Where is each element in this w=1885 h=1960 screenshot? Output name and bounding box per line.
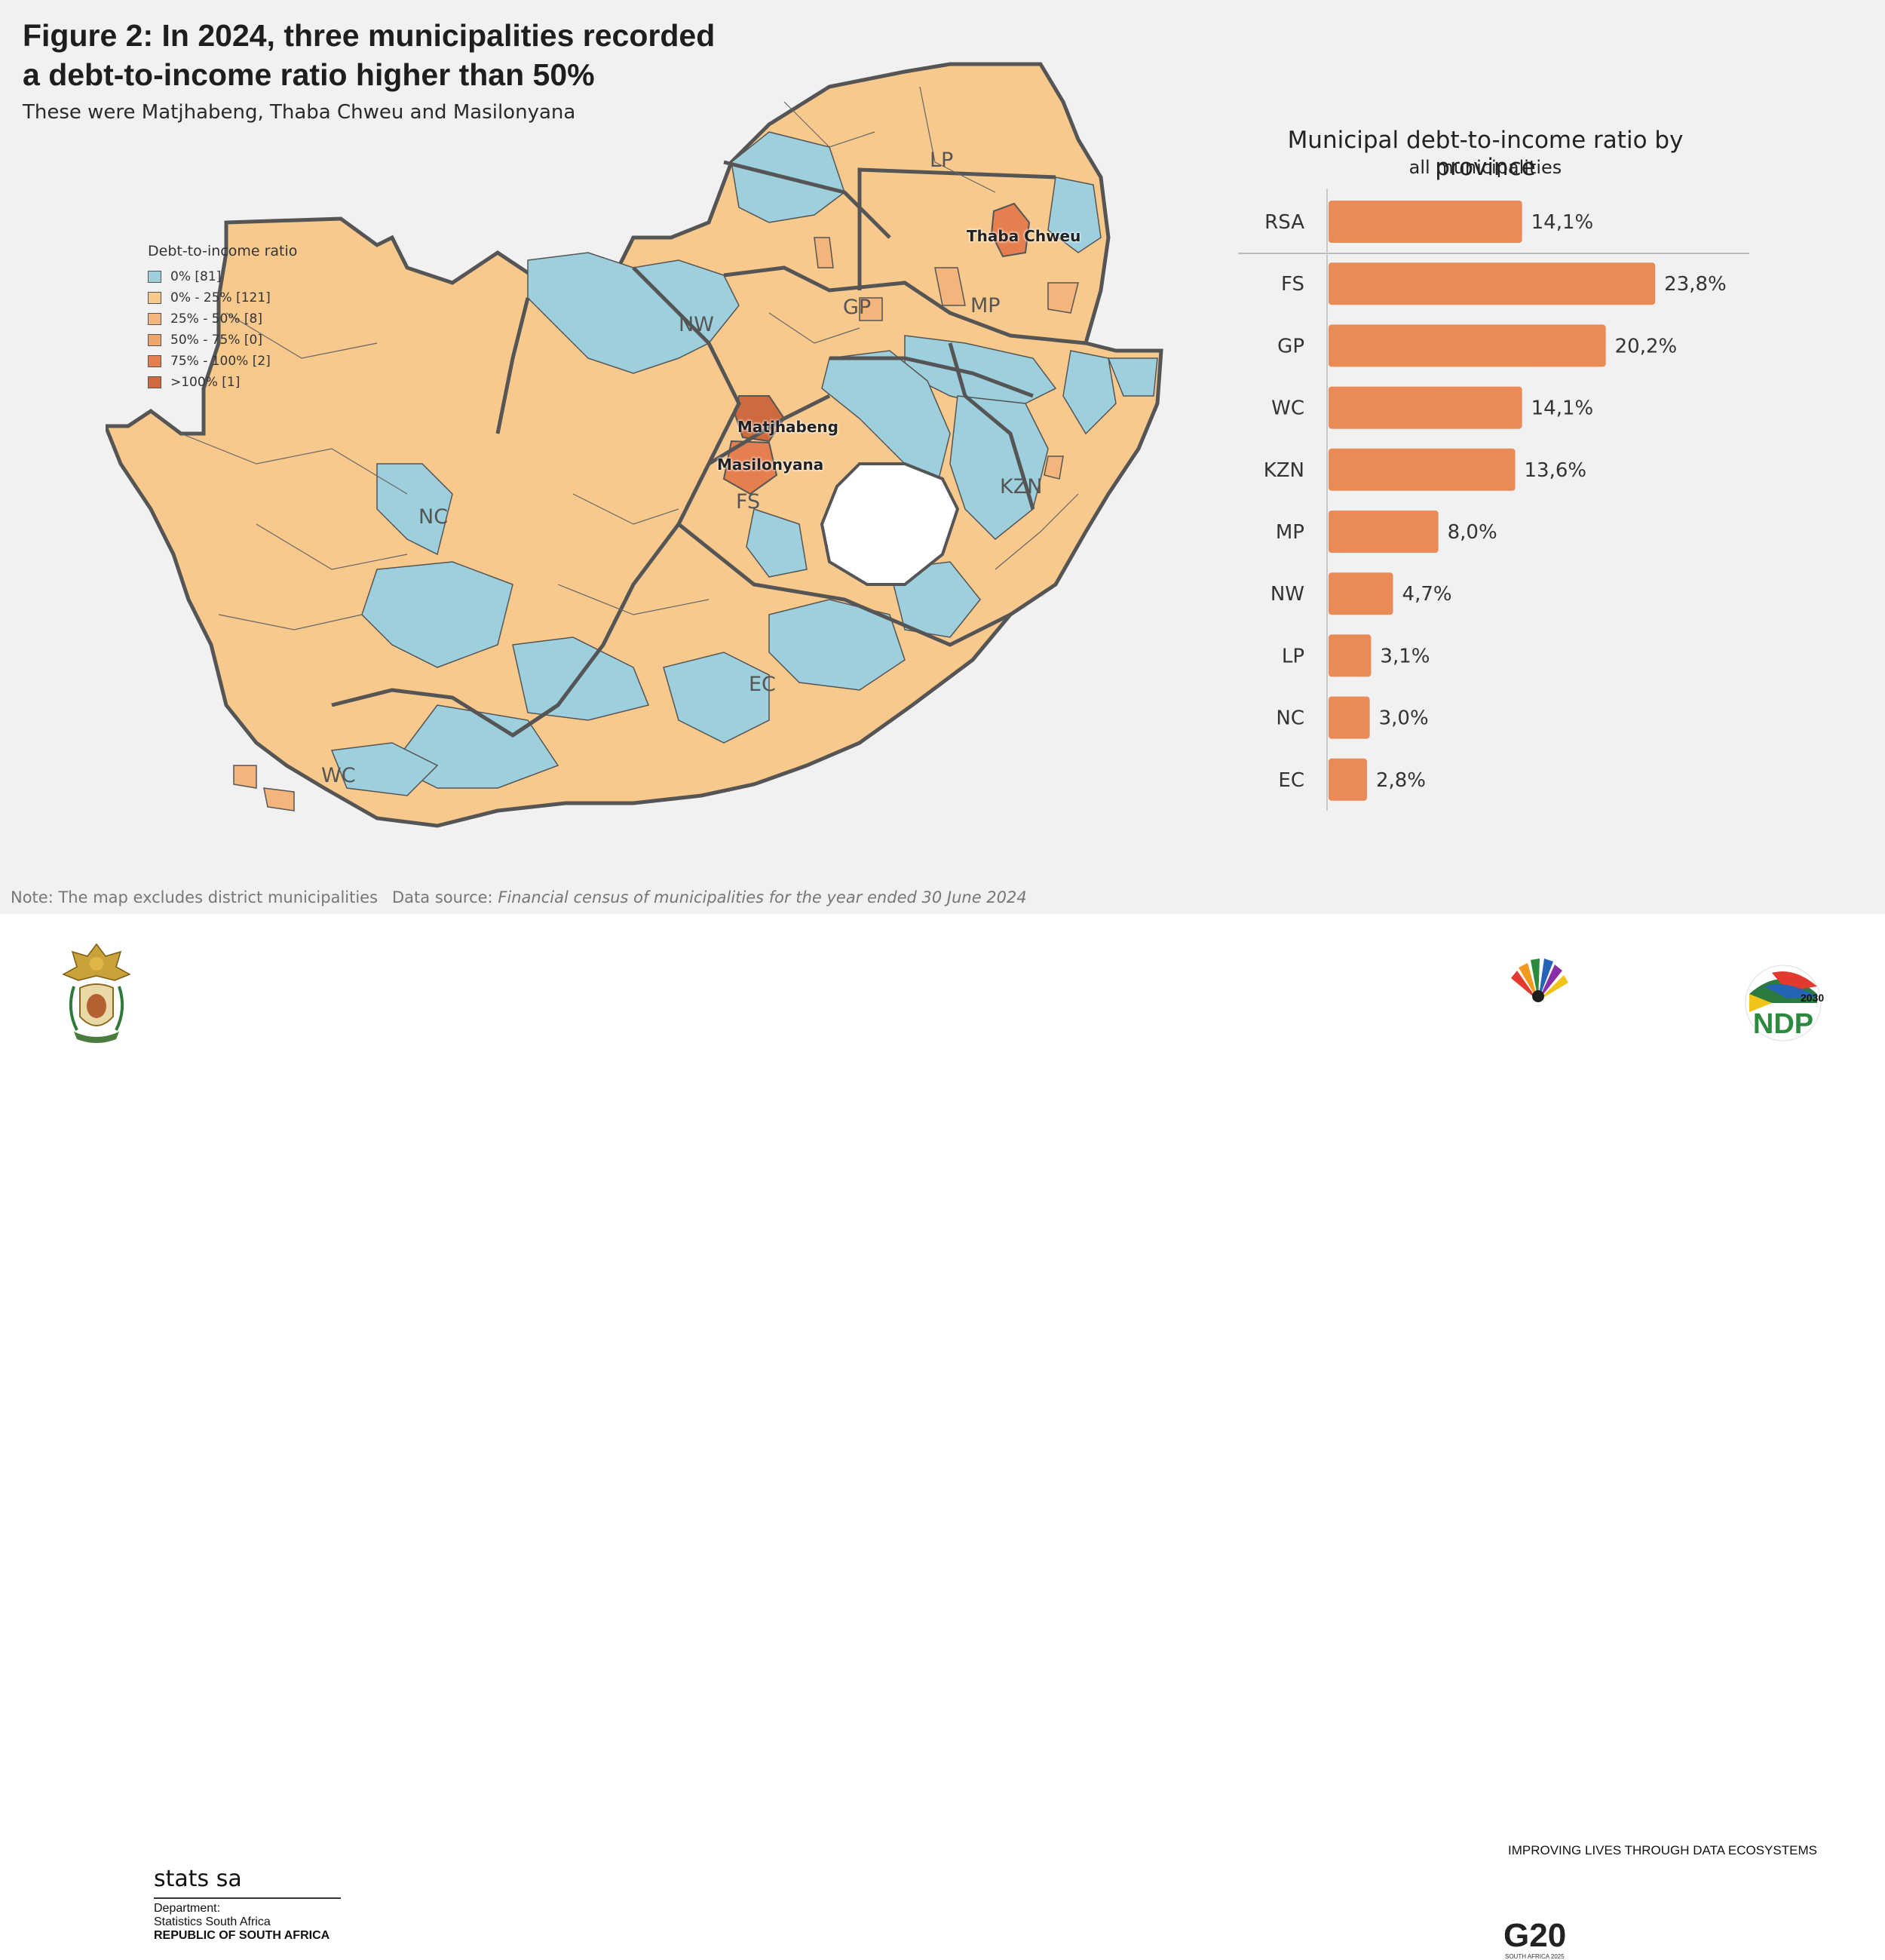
dept-label: Department: bbox=[154, 1902, 221, 1915]
map-label-fs: FS bbox=[736, 490, 761, 514]
brand-divider bbox=[154, 1897, 341, 1899]
ndp-logo: 2030 NDP bbox=[1745, 965, 1824, 1041]
label-masilonyana: Masilonyana bbox=[717, 455, 824, 474]
legend-item: 25% - 50% [8] bbox=[148, 308, 297, 330]
legend-item: 50% - 75% [0] bbox=[148, 330, 297, 351]
map-label-kzn: KZN bbox=[1000, 475, 1043, 498]
bar-wc bbox=[1329, 386, 1522, 429]
figure-title-line-1: Figure 2: In 2024, three municipalities … bbox=[23, 18, 716, 53]
g20-flower-icon bbox=[1511, 959, 1568, 1002]
bar-kzn bbox=[1329, 448, 1516, 491]
value-label-lp: 3,1% bbox=[1380, 645, 1430, 667]
data-source-prefix: Data source: bbox=[392, 888, 498, 906]
category-label-nw: NW bbox=[1270, 583, 1304, 606]
value-label-wc: 14,1% bbox=[1531, 397, 1594, 420]
figure-title-line-2: a debt-to-income ratio higher than 50% bbox=[23, 57, 595, 92]
category-label-rsa: RSA bbox=[1264, 211, 1304, 234]
legend-item: 0% [81] bbox=[148, 266, 297, 287]
thaba-chweu-region bbox=[990, 202, 1031, 258]
dept-country: REPUBLIC OF SOUTH AFRICA bbox=[154, 1929, 330, 1942]
stats-sa-brand: stats sa bbox=[154, 1866, 242, 1892]
map-label-nw: NW bbox=[679, 313, 714, 336]
g20-logo-text: G20 bbox=[1503, 1917, 1567, 1954]
legend-swatch bbox=[148, 376, 161, 388]
bar-gp bbox=[1329, 324, 1606, 367]
legend-label: 75% - 100% [2] bbox=[170, 354, 271, 369]
legend-label: 0% [81] bbox=[170, 269, 222, 284]
category-label-gp: GP bbox=[1277, 335, 1304, 357]
bar-ec bbox=[1329, 758, 1367, 801]
legend-title: Debt-to-income ratio bbox=[148, 243, 298, 259]
map-label-ec: EC bbox=[749, 673, 776, 696]
value-label-gp: 20,2% bbox=[1615, 335, 1678, 357]
value-label-nc: 3,0% bbox=[1379, 707, 1429, 730]
label-thaba-chweu: Thaba Chweu bbox=[967, 227, 1081, 245]
legend-label: 25% - 50% [8] bbox=[170, 311, 262, 327]
bar-mp bbox=[1329, 511, 1439, 553]
map-legend: Debt-to-income ratio 0% [81] 0% - 25% [1… bbox=[148, 243, 297, 393]
legend-swatch bbox=[148, 334, 161, 346]
category-label-kzn: KZN bbox=[1264, 459, 1304, 482]
legend-label: >100% [1] bbox=[170, 375, 241, 390]
bar-fs bbox=[1329, 262, 1656, 305]
category-label-ec: EC bbox=[1278, 769, 1304, 792]
label-matjhabeng: Matjhabeng bbox=[737, 418, 838, 436]
legend-item: 0% - 25% [121] bbox=[148, 287, 297, 308]
map-label-lp: LP bbox=[930, 149, 954, 172]
category-label-fs: FS bbox=[1281, 273, 1304, 296]
bar-chart: RSA 14,1% FS 23,8% GP 20,2% WC 14,1% KZN 13,6% MP 8… bbox=[1238, 189, 1749, 811]
legend-item: 75% - 100% [2] bbox=[148, 351, 297, 372]
bar-rsa bbox=[1329, 201, 1522, 243]
municipal-borders bbox=[180, 86, 1079, 630]
main-panel: Figure 2: In 2024, three municipalities … bbox=[0, 0, 1885, 914]
map-label-wc: WC bbox=[321, 764, 356, 787]
value-label-nw: 4,7% bbox=[1402, 583, 1452, 606]
category-label-wc: WC bbox=[1271, 397, 1304, 420]
value-label-ec: 2,8% bbox=[1376, 769, 1426, 792]
category-label-lp: LP bbox=[1282, 645, 1304, 667]
bar-lp bbox=[1329, 634, 1372, 677]
value-label-fs: 23,8% bbox=[1664, 273, 1727, 296]
chart-title: Municipal debt-to-income ratio by provin… bbox=[1287, 127, 1684, 181]
legend-swatch bbox=[148, 271, 161, 283]
coat-of-arms-icon bbox=[62, 943, 131, 1043]
dept-name: Statistics South Africa bbox=[154, 1916, 271, 1928]
mid-ratio-regions bbox=[233, 237, 1079, 811]
chart-subtitle: all municipalities bbox=[1408, 157, 1562, 178]
legend-swatch bbox=[148, 355, 161, 367]
ndp-text: NDP bbox=[1753, 1008, 1813, 1040]
figure-subtitle: These were Matjhabeng, Thaba Chweu and M… bbox=[23, 101, 576, 124]
province-borders bbox=[331, 160, 1087, 738]
g20-logo-sub: SOUTH AFRICA 2025 bbox=[1505, 1953, 1565, 1960]
south-africa-map bbox=[106, 62, 1163, 828]
value-label-kzn: 13,6% bbox=[1525, 459, 1587, 482]
legend-item: >100% [1] bbox=[148, 372, 297, 393]
legend-label: 50% - 75% [0] bbox=[170, 333, 262, 348]
data-source: Data source: Financial census of municip… bbox=[392, 888, 1027, 906]
tagline: IMPROVING LIVES THROUGH DATA ECOSYSTEMS bbox=[1508, 1843, 1817, 1857]
ndp-year: 2030 bbox=[1801, 992, 1824, 1004]
category-label-nc: NC bbox=[1276, 707, 1304, 730]
value-label-rsa: 14,1% bbox=[1531, 211, 1594, 234]
footer: stats sa Department: Statistics South Af… bbox=[0, 914, 1885, 1960]
bar-nc bbox=[1329, 696, 1370, 739]
legend-label: 0% - 25% [121] bbox=[170, 290, 271, 305]
value-label-mp: 8,0% bbox=[1448, 521, 1497, 544]
legend-swatch bbox=[148, 313, 161, 325]
legend-swatch bbox=[148, 292, 161, 304]
map-label-nc: NC bbox=[418, 505, 449, 529]
bar-nw bbox=[1329, 572, 1393, 615]
lesotho-exclusion bbox=[820, 462, 960, 586]
data-source-text: Financial census of municipalities for t… bbox=[498, 888, 1027, 906]
zero-ratio-regions bbox=[330, 131, 1158, 796]
masilonyana-region bbox=[722, 440, 778, 495]
map-note: Note: The map excludes district municipa… bbox=[11, 888, 379, 906]
map-label-gp: GP bbox=[843, 296, 872, 319]
map-label-mp: MP bbox=[970, 294, 1001, 317]
category-label-mp: MP bbox=[1276, 521, 1304, 544]
